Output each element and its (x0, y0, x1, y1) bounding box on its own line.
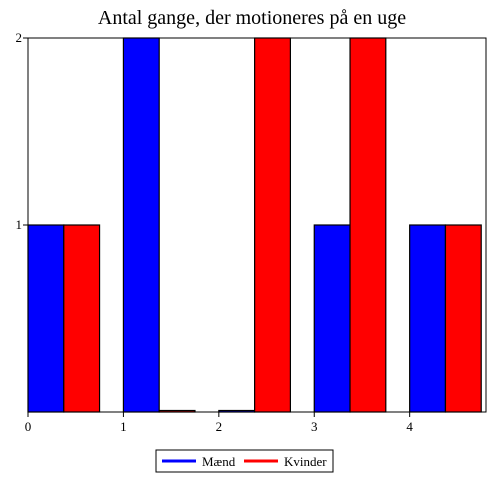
x-tick-label: 2 (216, 419, 223, 434)
legend-label-kvinder: Kvinder (284, 454, 327, 469)
x-tick-label: 3 (311, 419, 318, 434)
x-tick-label: 0 (25, 419, 32, 434)
y-tick-label: 1 (16, 217, 23, 232)
bar-mænd-3 (313, 224, 351, 413)
y-tick-label: 2 (16, 30, 23, 45)
x-tick-label: 4 (406, 419, 413, 434)
bars-group (27, 37, 482, 413)
bar-kvinder-0 (63, 224, 101, 413)
legend: Mænd Kvinder (155, 449, 334, 473)
bar-mænd-4 (409, 224, 447, 413)
x-tick-label: 1 (120, 419, 127, 434)
legend-label-mænd: Mænd (202, 454, 236, 469)
axes-group: 0 1 2 3 4 1 2 (16, 30, 487, 434)
chart-title: Antal gange, der motioneres på en uge (98, 7, 406, 29)
bar-kvinder-4 (444, 224, 482, 413)
bar-kvinder-2 (254, 37, 291, 413)
bar-kvinder-3 (349, 37, 387, 413)
bar-mænd-1 (122, 37, 160, 413)
bar-mænd-0 (27, 224, 65, 413)
